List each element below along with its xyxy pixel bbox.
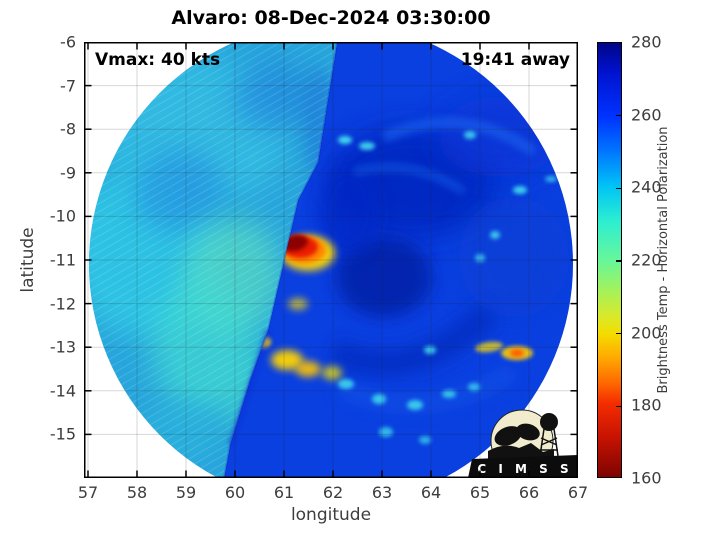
satellite-swath-image: C I M S S <box>84 42 578 478</box>
x-tick-label: 66 <box>518 483 540 502</box>
colorbar-label: Brightness Temp - Horizontal Polarizatio… <box>656 126 671 394</box>
cimss-logo: C I M S S <box>468 409 578 478</box>
x-tick-label: 65 <box>469 483 491 502</box>
axis-ticks <box>85 42 578 477</box>
x-tick-label: 58 <box>126 483 148 502</box>
cimss-banner <box>468 455 578 478</box>
x-tick-label: 60 <box>224 483 246 502</box>
y-axis-tick-labels: -6 -7 -8 -9 -10 -11 -12 -13 -14 -15 <box>0 33 76 478</box>
plot-frame <box>84 42 578 478</box>
cimss-logo-text: C I M S S <box>477 462 572 476</box>
y-tick-label: -6 <box>60 32 76 52</box>
x-tick-label: 67 <box>567 483 589 502</box>
time-away-annotation: 19:41 away <box>460 50 570 70</box>
y-tick-label: -14 <box>49 381 76 401</box>
colorbar-tick-mark <box>616 332 621 335</box>
x-tick-label: 61 <box>273 483 295 502</box>
colorbar-tick-mark <box>616 114 621 117</box>
y-tick-label: -9 <box>60 163 76 183</box>
cimss-dish-icon <box>516 423 540 441</box>
colorbar-tick-label: 180 <box>631 395 662 415</box>
x-tick-label: 59 <box>175 483 197 502</box>
colorbar-tick-labels: 280 260 240 220 200 180 160 <box>631 33 681 488</box>
colorbar-tick-label: 200 <box>631 323 662 343</box>
y-tick-label: -10 <box>49 206 76 226</box>
x-tick-label: 63 <box>371 483 393 502</box>
colorbar-tick-label: 160 <box>631 468 662 488</box>
y-axis-label: latitude <box>18 227 38 293</box>
colorbar-tick-mark <box>616 260 621 262</box>
colorbar-tick-label: 240 <box>631 177 662 197</box>
colorbar <box>597 42 622 478</box>
x-axis-tick-labels: 57 58 59 60 61 62 63 64 65 66 67 <box>78 483 588 503</box>
y-tick-label: -12 <box>49 294 76 314</box>
cimss-dish-icon <box>494 426 522 446</box>
colorbar-tick-label: 260 <box>631 105 662 125</box>
y-tick-label: -7 <box>60 76 76 96</box>
x-tick-label: 62 <box>322 483 344 502</box>
y-tick-label: -11 <box>49 250 76 270</box>
colorbar-tick-mark <box>616 405 621 408</box>
y-tick-label: -15 <box>49 424 76 444</box>
y-tick-label: -8 <box>60 119 76 139</box>
plot-area: Vmax: 40 kts 19:41 away <box>84 42 578 478</box>
x-axis-label: longitude <box>290 505 372 525</box>
colorbar-tick-label: 220 <box>631 250 662 270</box>
cimss-water-tower-icon <box>540 413 558 431</box>
plot-title: Alvaro: 08-Dec-2024 03:30:00 <box>171 7 491 29</box>
swath-disk <box>89 42 573 478</box>
vmax-annotation: Vmax: 40 kts <box>95 50 221 70</box>
x-tick-label: 64 <box>420 483 442 502</box>
colorbar-tick-label: 280 <box>631 32 662 52</box>
grid-lines <box>84 42 578 478</box>
y-tick-label: -13 <box>49 337 76 357</box>
colorbar-tick-mark <box>616 187 621 190</box>
x-tick-label: 57 <box>77 483 99 502</box>
